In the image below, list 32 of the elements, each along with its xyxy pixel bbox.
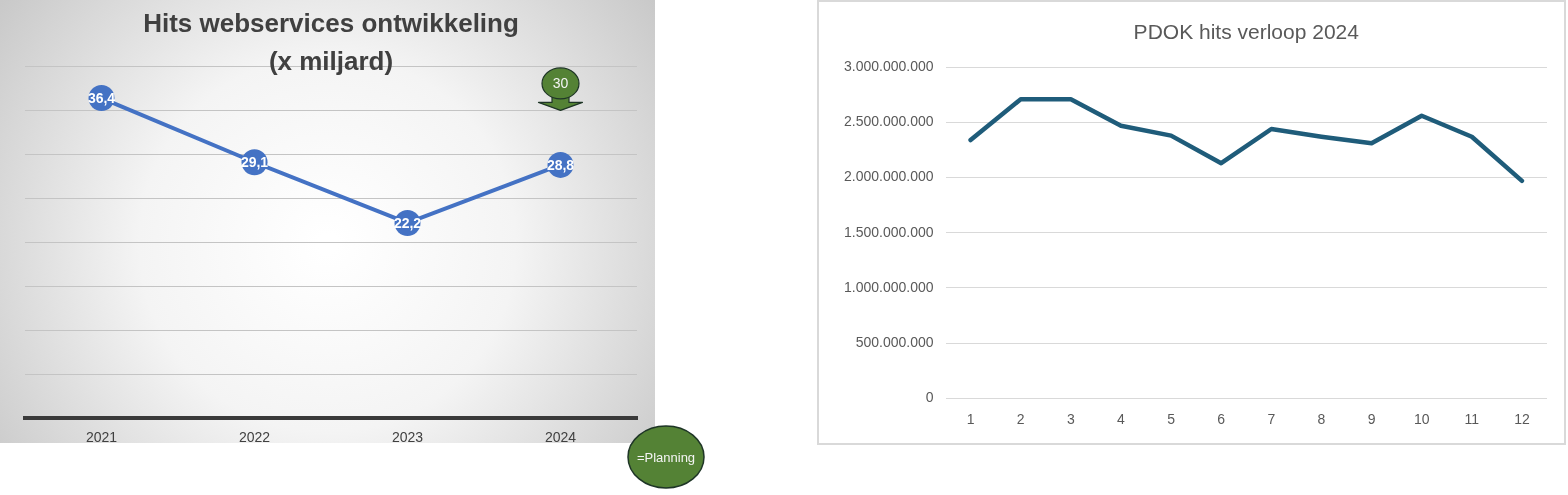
x-tick-label: 2023 — [391, 429, 424, 446]
x-tick-label: 11 — [1464, 411, 1480, 428]
x-tick-label: 12 — [1514, 411, 1530, 428]
x-tick-label: 4 — [1117, 411, 1126, 428]
x-tick-label: 10 — [1413, 411, 1430, 428]
data-label: 28,8 — [546, 156, 575, 173]
text: =Planning — [636, 449, 696, 465]
x-tick-label: 9 — [1367, 411, 1376, 428]
x-tick-label: 7 — [1267, 411, 1276, 428]
x-tick-label: 2022 — [238, 429, 271, 446]
chart-title: Hits webservices ontwikkeling — [143, 7, 519, 38]
y-tick-label: 2.000.000.000 — [844, 168, 934, 185]
chart-subtitle: (x miljard) — [268, 45, 394, 76]
x-tick-label: 1 — [966, 411, 975, 428]
chart-title: PDOK hits verloop 2024 — [1133, 20, 1360, 44]
x-tick-label: 2024 — [544, 429, 577, 446]
annotation: 30 — [552, 75, 569, 92]
data-label: 36,4 — [87, 89, 116, 106]
x-tick-label: 8 — [1317, 411, 1326, 428]
y-tick-label: 3.000.000.000 — [844, 58, 934, 75]
y-tick-label: 1.500.000.000 — [844, 223, 934, 240]
x-tick-label: 6 — [1217, 411, 1226, 428]
y-tick-label: 0 — [925, 389, 934, 406]
data-label: 29,1 — [240, 154, 269, 171]
x-tick-label: 2021 — [85, 429, 118, 446]
y-tick-label: 1.000.000.000 — [844, 278, 934, 295]
y-tick-label: 2.500.000.000 — [844, 113, 934, 130]
y-tick-label: 500.000.000 — [855, 333, 934, 350]
data-label: 22,2 — [393, 214, 422, 231]
x-tick-label: 3 — [1066, 411, 1075, 428]
x-tick-label: 5 — [1167, 411, 1176, 428]
x-tick-label: 2 — [1016, 411, 1025, 428]
